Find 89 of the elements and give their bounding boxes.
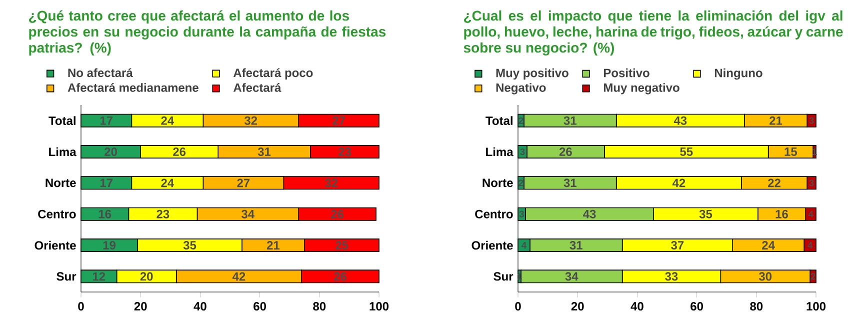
- chart-title: ¿Qué tanto cree que afectará el aumento de los precios en su negocio durante la campaña de fiestas patrias? (%): [29, 10, 386, 56]
- x-tick-label: 100: [806, 302, 826, 311]
- data-label: 23: [156, 210, 170, 218]
- data-label: 17: [100, 178, 112, 188]
- y-tick-label: Total: [48, 116, 76, 125]
- data-label: 2: [810, 273, 816, 280]
- legend-label: Positivo: [604, 68, 650, 78]
- data-label: 2: [518, 180, 524, 186]
- data-label: 35: [699, 210, 712, 218]
- data-label: 42: [672, 178, 686, 188]
- legend-label: Afectará poco: [233, 68, 313, 80]
- x-tick-label: 80: [313, 302, 326, 311]
- x-tick-label: 100: [370, 302, 389, 311]
- data-label: 16: [776, 210, 788, 218]
- data-label: 26: [173, 147, 186, 156]
- data-label: 17: [100, 116, 112, 125]
- data-label: 26: [331, 210, 344, 218]
- x-tick-label: 60: [690, 302, 703, 311]
- data-label: 25: [335, 240, 348, 250]
- y-tick-label: Oriente: [34, 240, 76, 250]
- data-label: 23: [338, 147, 351, 156]
- legend-label: Ninguno: [714, 68, 762, 80]
- data-label: 33: [665, 272, 678, 281]
- data-label: 1: [812, 148, 817, 155]
- data-label: 27: [237, 178, 250, 188]
- data-label: 12: [92, 272, 106, 281]
- legend-label: Afectará: [233, 82, 282, 92]
- data-label: 3: [809, 117, 814, 124]
- data-label: 31: [570, 240, 582, 250]
- data-label: 4: [522, 242, 527, 248]
- data-label: 21: [266, 241, 280, 250]
- data-label: 20: [140, 272, 153, 281]
- data-label: 24: [762, 241, 775, 250]
- data-label: 42: [232, 272, 246, 281]
- legend-label: Muy negativo: [604, 83, 680, 94]
- data-label: 24: [161, 116, 174, 125]
- data-label: 15: [784, 148, 798, 156]
- data-label: 2: [518, 117, 524, 124]
- legend-label: Afectará medianamene: [68, 82, 198, 92]
- data-label: 24: [161, 178, 174, 188]
- data-label: 30: [758, 272, 772, 281]
- y-tick-label: Sur: [494, 272, 514, 281]
- data-label: 32: [324, 178, 338, 188]
- legend-label: Muy positivo: [496, 68, 568, 80]
- chart-title: ¿Cual es el impacto que tiene la eliminación del igv al pollo, huevo, leche, harina de trigo, fideos, azúcar y carne sobre su negocio? (%): [464, 10, 843, 56]
- data-label: 35: [183, 240, 196, 250]
- x-tick-label: 0: [515, 302, 521, 311]
- data-label: 34: [241, 210, 254, 218]
- data-label: 31: [564, 116, 576, 125]
- y-tick-label: Norte: [46, 178, 76, 188]
- x-tick-label: 60: [254, 302, 266, 311]
- data-label: 3: [519, 210, 524, 218]
- data-label: 21: [770, 116, 782, 125]
- data-label: 31: [564, 178, 576, 188]
- data-label: 4: [808, 242, 813, 248]
- data-label: 20: [104, 147, 117, 156]
- data-label: 37: [671, 240, 684, 250]
- data-label: 43: [674, 116, 687, 125]
- y-tick-label: Lima: [486, 147, 514, 156]
- y-tick-label: Norte: [482, 178, 513, 188]
- data-label: 26: [559, 147, 572, 156]
- data-label: 22: [768, 178, 780, 188]
- y-tick-label: Sur: [56, 272, 76, 281]
- legend-label: Negativo: [496, 83, 546, 94]
- data-label: 55: [680, 148, 693, 156]
- data-label: 16: [98, 210, 112, 218]
- x-tick-label: 40: [194, 302, 206, 311]
- y-tick-label: Oriente: [472, 240, 513, 250]
- data-label: 4: [808, 210, 814, 218]
- x-tick-label: 80: [750, 302, 763, 311]
- x-tick-label: 0: [78, 302, 84, 311]
- legend-label: No afectará: [68, 68, 133, 78]
- y-tick-label: Centro: [475, 210, 513, 218]
- y-tick-label: Centro: [38, 210, 76, 218]
- y-tick-label: Total: [486, 116, 512, 125]
- data-label: 3: [520, 148, 525, 156]
- x-tick-label: 20: [571, 302, 584, 311]
- data-label: 3: [809, 180, 814, 186]
- y-tick-label: Lima: [49, 147, 76, 156]
- data-label: 19: [103, 240, 116, 250]
- data-label: 34: [565, 272, 578, 281]
- x-tick-label: 20: [134, 302, 147, 311]
- x-tick-label: 40: [630, 302, 644, 311]
- data-label: 27: [332, 116, 345, 125]
- data-label: 32: [244, 116, 258, 125]
- data-label: 1: [517, 273, 522, 280]
- data-label: 31: [258, 147, 271, 156]
- data-label: 26: [334, 272, 346, 281]
- data-label: 43: [583, 210, 596, 218]
